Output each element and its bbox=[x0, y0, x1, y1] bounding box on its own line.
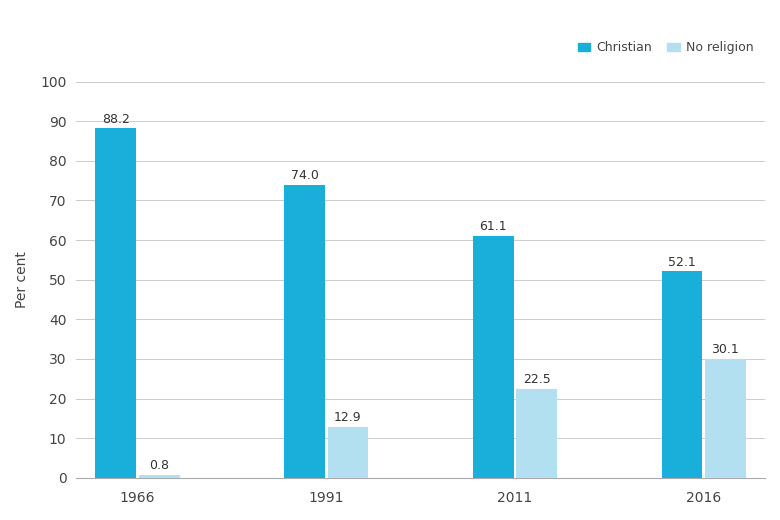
Bar bbox=[516, 388, 557, 478]
Bar bbox=[284, 185, 325, 478]
Text: 88.2: 88.2 bbox=[102, 113, 129, 126]
Bar bbox=[661, 271, 703, 478]
Bar bbox=[139, 475, 179, 478]
Bar bbox=[95, 128, 136, 478]
Text: 22.5: 22.5 bbox=[523, 373, 551, 386]
Text: 12.9: 12.9 bbox=[334, 411, 362, 424]
Bar bbox=[473, 236, 514, 478]
Text: 52.1: 52.1 bbox=[668, 256, 696, 269]
Y-axis label: Per cent: Per cent bbox=[15, 251, 29, 308]
Text: 61.1: 61.1 bbox=[480, 220, 507, 233]
Bar bbox=[705, 359, 746, 478]
Legend: Christian, No religion: Christian, No religion bbox=[573, 36, 759, 59]
Text: 30.1: 30.1 bbox=[711, 343, 739, 356]
Text: 74.0: 74.0 bbox=[291, 169, 318, 182]
Text: 0.8: 0.8 bbox=[149, 459, 169, 472]
Bar bbox=[328, 427, 368, 478]
